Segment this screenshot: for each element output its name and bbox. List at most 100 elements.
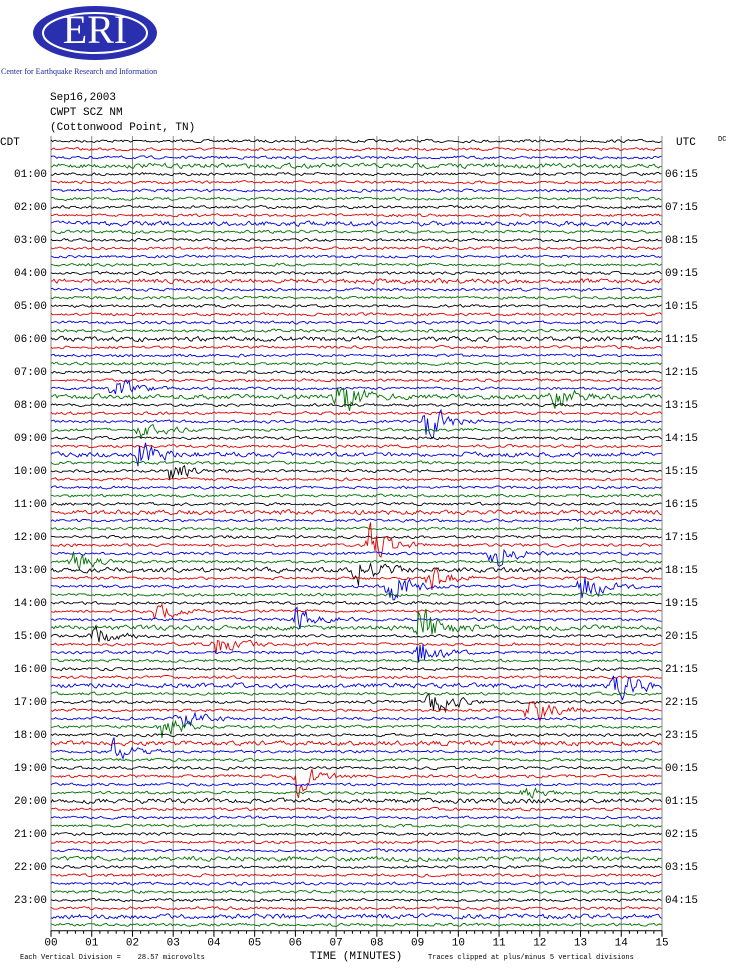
trace [50,277,662,285]
trace [50,603,662,620]
trace [50,444,662,449]
left-hour-label: 11:00 [14,499,47,511]
trace [50,287,662,292]
x-tick-label: 01 [85,938,99,950]
station: CWPT SCZ NM [50,107,123,119]
trace [50,592,662,597]
scale-note: Each Vertical Division = 28.57 microvolt… [20,954,205,962]
x-tick-label: 13 [574,938,587,950]
logo: ERI [33,6,157,60]
right-hour-label: 13:15 [665,400,698,412]
left-hour-label: 23:00 [14,895,47,907]
trace [50,606,662,630]
right-hour-label: 07:15 [665,202,698,214]
trace [50,387,662,411]
trace [50,254,662,259]
trace [50,873,662,878]
right-hour-label: 12:15 [665,367,698,379]
date: Sep16,2003 [50,92,116,104]
trace [50,840,662,845]
left-hour-label: 08:00 [14,400,47,412]
trace [50,787,662,799]
left-hour-label: 21:00 [14,829,47,841]
right-hour-label: 22:15 [665,697,698,709]
right-hour-label: 11:15 [665,334,698,346]
trace [50,295,662,300]
x-tick-label: 12 [533,938,546,950]
trace [50,831,662,837]
right-hour-label: 19:15 [665,598,698,610]
left-title: CDT [0,137,20,149]
trace [50,378,662,383]
right-hour-label: 04:15 [665,895,698,907]
logo-ellipse [33,6,157,60]
trace [50,369,662,375]
trace [50,402,662,408]
trace [50,353,662,358]
trace [50,138,662,144]
trace [50,693,662,714]
trace [50,246,662,251]
left-hour-label: 04:00 [14,268,47,280]
trace [50,566,662,590]
right-hour-label: 23:15 [665,730,698,742]
left-hour-label: 05:00 [14,301,47,313]
trace [50,797,662,805]
left-hour-label: 15:00 [14,631,47,643]
right-title: UTC [676,137,696,149]
trace [50,237,662,243]
x-tick-label: 15 [655,938,668,950]
trace [50,563,662,586]
right-hour-label: 06:15 [665,169,698,181]
trace [50,782,662,787]
right-hour-label: 20:15 [665,631,698,643]
trace [50,408,662,440]
trace [50,493,662,498]
trace [50,526,662,531]
trace [50,464,662,480]
trace [50,548,662,567]
trace [50,378,662,395]
left-hour-label: 17:00 [14,697,47,709]
right-hour-label: 03:15 [665,862,698,874]
right-hour-label: 15:15 [665,466,698,478]
trace [50,701,662,722]
x-tick-label: 11 [492,938,506,950]
x-tick-label: 04 [207,938,221,950]
trace [50,806,662,812]
trace [50,897,662,903]
x-tick-label: 00 [44,938,57,950]
left-hour-label: 09:00 [14,433,47,445]
trace [50,848,662,853]
trace [50,147,662,152]
x-tick-label: 10 [452,938,465,950]
clip-note: Traces clipped at plus/minus 5 vertical … [428,954,634,962]
trace [50,768,662,798]
trace [50,460,662,465]
trace [50,675,662,680]
x-tick-label: 09 [411,938,424,950]
org-name: Center for Earthquake Research and Infor… [1,67,157,76]
grid [50,136,663,931]
trace [50,435,662,441]
trace [50,411,662,416]
trace [50,823,662,828]
trace [50,509,662,516]
right-hour-label: 18:15 [665,565,698,577]
right-hour-label: 14:15 [665,433,698,445]
trace [50,913,662,920]
trace [50,889,662,894]
trace [50,577,662,601]
trace [50,312,662,317]
right-hour-label: 10:15 [665,301,698,313]
trace [50,624,662,643]
trace [50,220,662,227]
trace [50,501,662,507]
left-hour-label: 12:00 [14,532,47,544]
trace [50,732,662,738]
x-tick-label: 05 [248,938,261,950]
trace [50,855,662,862]
trace [50,719,662,739]
left-hour-label: 19:00 [14,763,47,775]
right-hour-label: 08:15 [665,235,698,247]
